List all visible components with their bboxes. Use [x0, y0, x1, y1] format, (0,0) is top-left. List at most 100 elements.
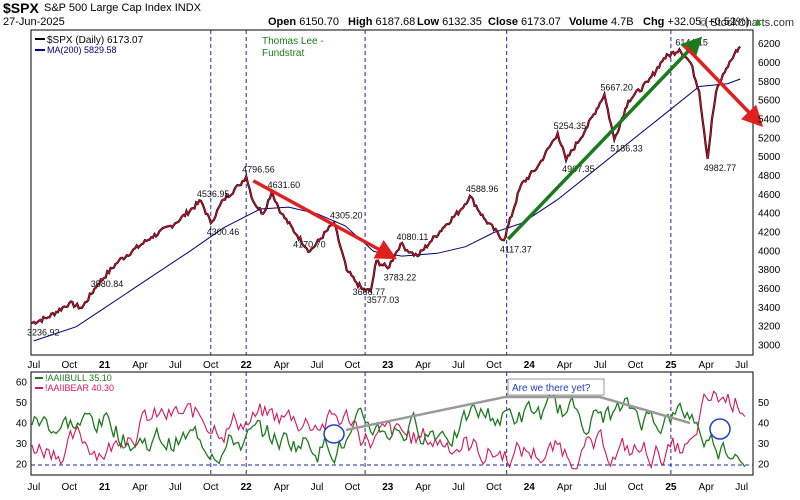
- price-y-tick-label: 4000: [758, 246, 781, 257]
- price-point-label: 4536.95: [197, 189, 230, 199]
- ma200-line: [33, 78, 741, 342]
- x-tick-label: Jul: [27, 482, 40, 493]
- x-tick-label: Jul: [594, 360, 607, 371]
- change-field: Chg +32.05 (+0.52%) ▲: [643, 16, 763, 28]
- price-legend-text: $SPX (Daily) 6173.07: [47, 35, 144, 46]
- x-tick-label: Oct: [628, 360, 644, 371]
- x-tick-label: Apr: [699, 482, 715, 493]
- bear-legend-text: !AAIIBEAR 40.30: [45, 383, 114, 393]
- x-tick-label: Oct: [61, 482, 77, 493]
- x-tick-label: 23: [382, 360, 394, 371]
- annotation-line2: Fundstrat: [262, 48, 304, 59]
- price-x-axis: Jul Oct 21 Apr Jul Oct 22 Apr Jul Oct 23 Apr Jul Oct 2…: [27, 360, 748, 371]
- trend-arrow-red: [683, 44, 764, 128]
- open-label: Open: [268, 16, 297, 28]
- x-tick-label: Jul: [735, 360, 748, 371]
- highlight-ellipse-left: [323, 424, 345, 444]
- x-tick-label: 21: [99, 482, 111, 493]
- close-label: Close: [488, 16, 518, 28]
- x-tick-label: Jul: [311, 482, 324, 493]
- price-point-label: 4080.11: [396, 232, 428, 242]
- low-value: 6132.35: [442, 16, 482, 28]
- trend-arrow-red: [252, 179, 397, 260]
- price-y-tick-label: 5400: [758, 114, 781, 125]
- trend-arrow-green: [506, 36, 703, 241]
- symbol: $SPX: [3, 0, 39, 16]
- x-tick-label: 24: [524, 482, 536, 493]
- highlight-ellipse-right: [709, 418, 731, 440]
- instrument-title: S&P 500 Large Cap Index: [44, 2, 172, 14]
- price-y-tick-label: 3000: [758, 341, 781, 352]
- trend-arrows: [252, 36, 764, 260]
- x-tick-label: Jul: [735, 482, 748, 493]
- x-tick-label: Jul: [27, 360, 40, 371]
- close-value: 6173.07: [521, 16, 561, 28]
- price-point-label: 4982.77: [704, 163, 737, 173]
- x-tick-label: Apr: [274, 482, 290, 493]
- sentiment-legend-bg: [33, 373, 133, 393]
- price-point-label: 4117.37: [500, 244, 532, 254]
- price-point-label: 5254.35: [554, 121, 587, 131]
- price-panel-frame: [30, 29, 754, 356]
- x-tick-label: Oct: [61, 360, 77, 371]
- callout: Are we there yet?: [323, 378, 731, 444]
- bull-layer: [31, 392, 746, 468]
- x-tick-label: Apr: [557, 482, 573, 493]
- price-y-tick-label: 5200: [758, 133, 781, 144]
- open-value: 6150.70: [299, 16, 339, 28]
- sentiment-y-tick-right: 20: [758, 460, 770, 471]
- price-y-tick-label: 4200: [758, 228, 781, 239]
- x-tick-label: Apr: [415, 482, 431, 493]
- price-y-axis: 3000 3200 3400 3600 3800 4000 4200 4400 4600 4800…: [758, 39, 781, 351]
- x-tick-label: Jul: [311, 360, 324, 371]
- exchange-label: INDX: [174, 2, 201, 14]
- price-y-tick-label: 4400: [758, 209, 781, 220]
- x-tick-label: Jul: [169, 482, 182, 493]
- high-field: High 6187.68: [348, 16, 415, 28]
- aaii-bull-line: [31, 392, 746, 468]
- price-point-label: 4588.96: [466, 184, 499, 194]
- price-y-tick-label: 3800: [758, 265, 781, 276]
- vertical-gridlines: [210, 30, 672, 355]
- x-tick-label: Oct: [203, 360, 219, 371]
- x-tick-label: Jul: [169, 360, 182, 371]
- bull-legend-text: !AAIIBULL 35.10: [45, 373, 112, 383]
- price-point-label: 4967.35: [562, 164, 595, 174]
- x-tick-label: 25: [665, 482, 677, 493]
- ma-legend-text: MA(200) 5829.58: [47, 45, 117, 55]
- price-legend: $SPX (Daily) 6173.07 MA(200) 5829.58: [35, 35, 144, 55]
- high-label: High: [348, 16, 373, 28]
- x-tick-label: Apr: [274, 360, 290, 371]
- x-tick-label: Oct: [203, 482, 219, 493]
- price-point-label: 3580.84: [91, 279, 124, 289]
- up-arrow-icon: ▲: [752, 16, 764, 28]
- callout-connector: [345, 395, 691, 432]
- low-label: Low: [417, 16, 439, 28]
- callout-box: [507, 378, 605, 396]
- sentiment-y-tick-left: 20: [16, 460, 28, 471]
- x-tick-label: 21: [99, 360, 111, 371]
- x-tick-label: Apr: [132, 360, 148, 371]
- sentiment-panel-frame: [30, 371, 754, 476]
- close-field: Close 6173.07: [488, 16, 561, 28]
- sentiment-y-tick-left: 40: [16, 419, 28, 430]
- sentiment-y-tick-right: 50: [758, 398, 770, 409]
- sentiment-y-axis: 20 30 40 50 60 20 30 40 50: [16, 377, 770, 470]
- low-field: Low 6132.35: [417, 16, 482, 28]
- sentiment-y-tick-left: 30: [16, 439, 28, 450]
- x-tick-label: Apr: [415, 360, 431, 371]
- provider-credit: © StockCharts.com: [699, 17, 794, 29]
- price-point-label: 4796.56: [242, 164, 275, 174]
- price-point-label: 3577.03: [367, 295, 400, 305]
- price-point-label: 5186.33: [610, 144, 643, 154]
- price-point-label: 5667.20: [600, 82, 633, 92]
- sentiment-y-tick-left: 60: [16, 377, 28, 388]
- x-tick-label: 24: [524, 360, 536, 371]
- volume-value: 4.7B: [610, 16, 634, 28]
- price-y-tick-label: 5600: [758, 96, 781, 107]
- price-point-label: 3236.92: [27, 327, 60, 337]
- price-point-label: 4300.46: [207, 227, 240, 237]
- price-point-label: 4631.60: [268, 180, 301, 190]
- x-tick-label: Oct: [345, 482, 361, 493]
